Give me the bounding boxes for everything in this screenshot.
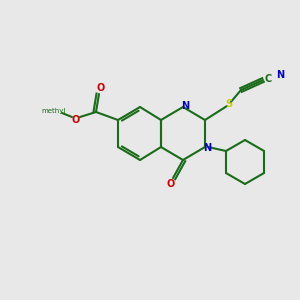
Text: O: O — [167, 179, 175, 189]
Text: O: O — [97, 83, 105, 93]
Text: N: N — [181, 101, 189, 111]
Text: C: C — [264, 74, 272, 84]
Text: N: N — [276, 70, 284, 80]
Text: O: O — [72, 115, 80, 125]
Text: N: N — [203, 143, 211, 153]
Text: S: S — [225, 99, 233, 109]
Text: methyl: methyl — [42, 108, 66, 114]
